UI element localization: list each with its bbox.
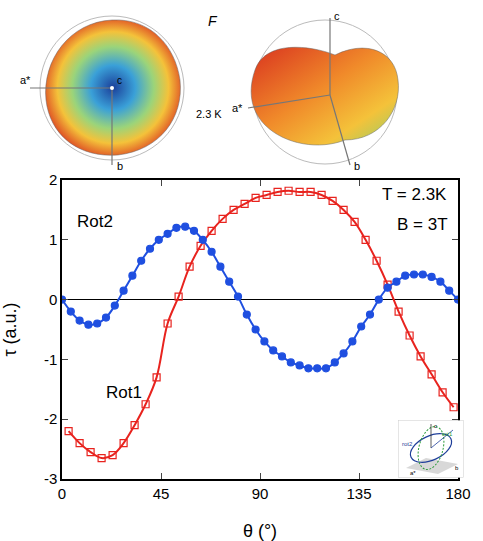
svg-text:-1: -1 — [44, 351, 57, 368]
svg-text:135: 135 — [346, 485, 371, 502]
svg-text:0: 0 — [49, 291, 57, 308]
svg-text:c: c — [434, 423, 437, 429]
svg-text:c: c — [334, 10, 340, 22]
svg-text:90: 90 — [252, 485, 269, 502]
svg-text:45: 45 — [153, 485, 170, 502]
svg-text:b: b — [455, 465, 459, 471]
svg-text:-2: -2 — [44, 410, 57, 427]
svg-text:b: b — [354, 160, 360, 172]
svg-text:B = 3T: B = 3T — [397, 215, 448, 234]
svg-text:c: c — [117, 75, 122, 86]
svg-text:180: 180 — [445, 485, 470, 502]
svg-text:θ (°): θ (°) — [243, 521, 277, 541]
svg-text:0: 0 — [58, 485, 66, 502]
svg-text:2: 2 — [49, 171, 57, 188]
svg-text:Rot2: Rot2 — [77, 212, 113, 231]
svg-text:1: 1 — [49, 231, 57, 248]
svg-text:b: b — [117, 160, 123, 172]
svg-text:F: F — [208, 13, 218, 29]
svg-text:rot1: rot1 — [442, 431, 453, 437]
svg-text:a*: a* — [20, 74, 31, 86]
svg-text:T = 2.3K: T = 2.3K — [382, 185, 447, 204]
svg-text:a*: a* — [410, 470, 416, 476]
svg-text:rot2: rot2 — [402, 441, 413, 447]
svg-text:a*: a* — [232, 102, 243, 114]
svg-text:2.3 K: 2.3 K — [196, 108, 222, 120]
svg-text:τ (a.u.): τ (a.u.) — [0, 302, 20, 356]
svg-text:-3: -3 — [44, 470, 57, 487]
svg-text:Rot1: Rot1 — [106, 383, 142, 402]
